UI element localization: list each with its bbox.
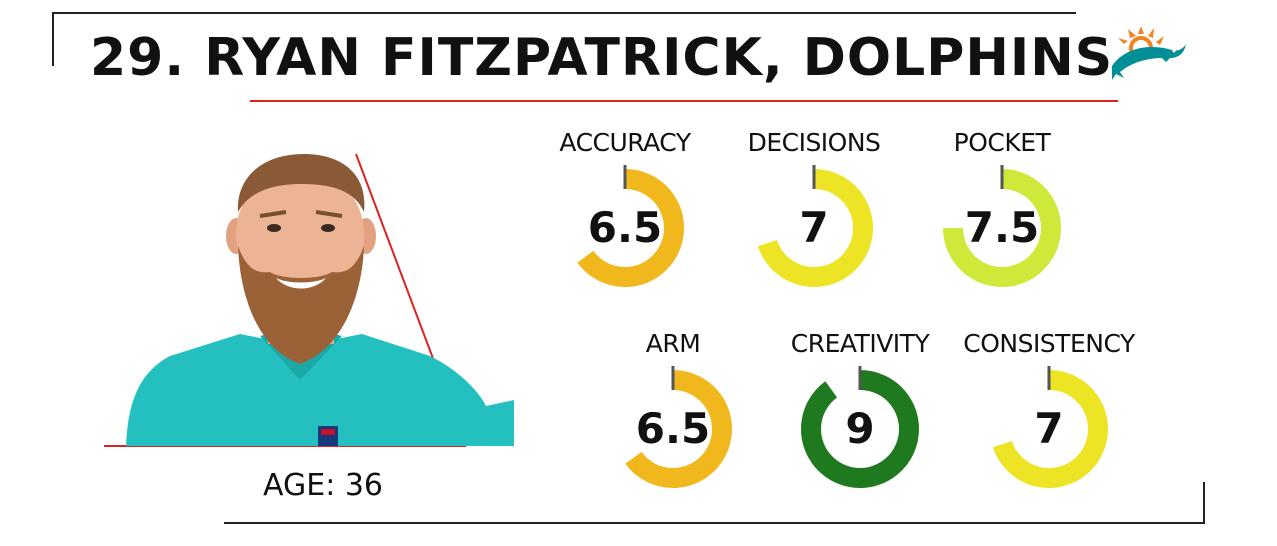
gauge-arc xyxy=(757,169,873,287)
metric-label: CREATIVITY xyxy=(790,329,930,358)
metric-value: 7.5 xyxy=(964,203,1040,252)
gauge-arc xyxy=(625,370,732,488)
metric-value: 6.5 xyxy=(587,203,663,252)
frame-bottom-line xyxy=(224,522,1204,524)
metric-value: 7 xyxy=(1034,404,1064,453)
gauge-ring xyxy=(801,366,919,488)
gauge-arc xyxy=(577,169,684,287)
metric-value: 7 xyxy=(799,203,829,252)
metric-creativity: CREATIVITY 9 xyxy=(760,329,960,529)
metric-label: ARM xyxy=(645,329,701,358)
frame-top-line xyxy=(52,12,1076,14)
metric-label: DECISIONS xyxy=(747,128,881,157)
metric-value: 9 xyxy=(845,404,875,453)
metric-label: ACCURACY xyxy=(559,128,691,157)
gauge-ring xyxy=(577,165,684,287)
gauge-ring xyxy=(992,366,1108,488)
gauge-arc xyxy=(801,370,919,488)
metric-arm: ARM 6.5 xyxy=(573,329,773,529)
frame-left-line xyxy=(52,12,54,66)
frame-right-line xyxy=(1203,482,1205,524)
metric-label: POCKET xyxy=(953,128,1051,157)
title-underline xyxy=(250,100,1118,102)
metric-value: 6.5 xyxy=(635,404,711,453)
metric-consistency: CONSISTENCY 7 xyxy=(949,329,1149,529)
page-title: 29. RYAN FITZPATRICK, DOLPHINS xyxy=(90,28,1114,88)
player-headshot xyxy=(104,153,514,447)
gauge-ring xyxy=(625,366,732,488)
gauge-ring xyxy=(943,165,1061,287)
metric-label: CONSISTENCY xyxy=(963,329,1135,358)
gauge-arc xyxy=(992,370,1108,488)
gauge-ring xyxy=(757,165,873,287)
age-label: AGE: 36 xyxy=(263,468,384,503)
dolphins-logo-icon xyxy=(1112,26,1186,80)
gauge-arc xyxy=(943,169,1061,287)
metric-decisions: DECISIONS 7 xyxy=(714,128,914,328)
metric-accuracy: ACCURACY 6.5 xyxy=(525,128,725,328)
metric-pocket: POCKET 7.5 xyxy=(902,128,1102,328)
